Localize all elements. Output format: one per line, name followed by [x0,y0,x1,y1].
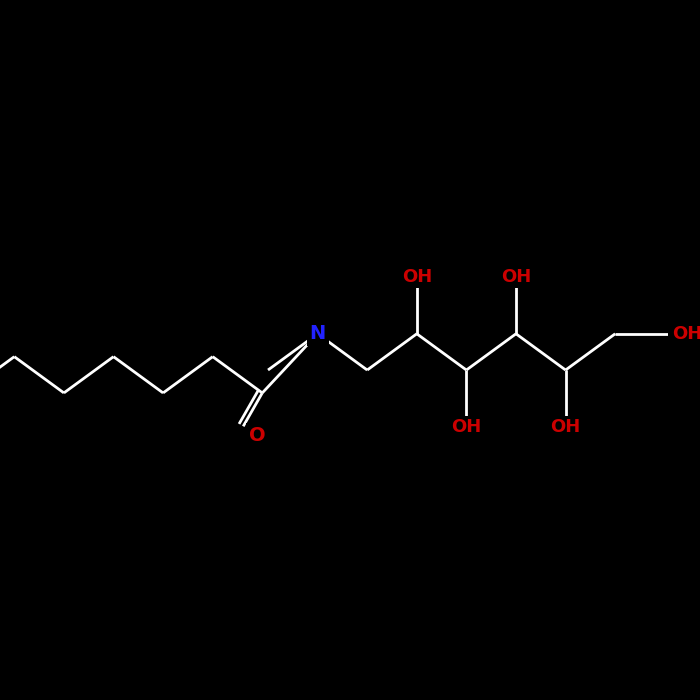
Text: OH: OH [550,419,581,436]
Text: OH: OH [501,267,531,286]
Text: OH: OH [452,419,482,436]
Text: OH: OH [673,325,700,343]
Text: OH: OH [402,267,432,286]
Text: N: N [309,324,326,343]
Text: O: O [249,426,266,445]
